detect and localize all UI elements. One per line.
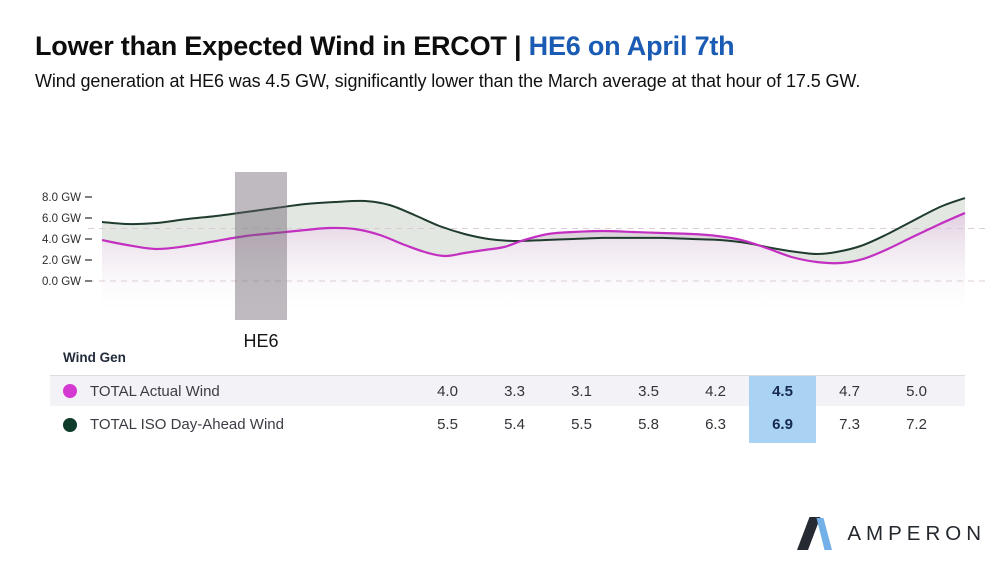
table-cell: 7.3 [839,416,860,433]
table-header: Wind Gen [50,345,965,376]
row-padding [950,376,965,406]
table-cell: 3.5 [638,382,659,400]
table-cell: 5.5 [571,416,592,433]
y-axis: 8.0 GW 6.0 GW 4.0 GW 2.0 GW 0.0 GW [42,192,92,288]
wind-gen-table: Wind Gen TOTAL Actual Wind 4.0 3.3 3.1 3… [50,345,965,443]
header: Lower than Expected Wind in ERCOT | HE6 … [35,30,860,92]
table-cell: 4.0 [437,382,458,400]
y-axis-label: 2.0 GW [42,255,81,267]
y-axis-label: 6.0 GW [42,213,81,225]
amperon-logo-icon [797,517,833,550]
table-cell: 5.0 [906,382,927,400]
table-row-actual-wind[interactable]: TOTAL Actual Wind 4.0 3.3 3.1 3.5 4.2 4.… [50,376,965,406]
row-label: TOTAL Actual Wind [90,382,220,400]
table-cell: 6.3 [705,416,726,433]
table-cell: 3.3 [504,382,525,400]
page-title: Lower than Expected Wind in ERCOT | HE6 … [35,30,860,62]
actual-wind-legend-dot [63,384,77,398]
table-cell: 7.2 [906,416,927,433]
he6-band-label: HE6 [243,331,278,351]
he6-highlight-band[interactable] [235,172,287,320]
subtitle: Wind generation at HE6 was 4.5 GW, signi… [35,71,861,91]
title-main: Lower than Expected Wind in ERCOT | [35,31,529,61]
title-highlight: HE6 on April 7th [528,31,735,61]
amperon-logo-text: AMPERON [847,521,986,545]
y-axis-label: 4.0 GW [42,234,81,246]
area-under-actual-wind [102,213,965,316]
amperon-logo: AMPERON [797,517,986,550]
table-cell: 5.4 [504,416,525,433]
iso-day-ahead-wind-line [101,197,966,256]
y-axis-label: 8.0 GW [42,192,81,204]
row-label: TOTAL ISO Day-Ahead Wind [90,416,284,433]
actual-wind-line [101,211,966,265]
table-cell: 4.2 [705,382,726,400]
row-padding [950,406,965,443]
area-between-series [102,198,965,264]
table-cell: 4.7 [839,382,860,400]
table-cell-highlighted-he6: 4.5 [749,376,816,406]
table-cell: 3.1 [571,382,592,400]
table-row-iso-day-ahead-wind[interactable]: TOTAL ISO Day-Ahead Wind 5.5 5.4 5.5 5.8… [50,406,965,443]
table-cell-highlighted-he6: 6.9 [749,406,816,443]
table-cell: 5.5 [437,416,458,433]
y-axis-label: 0.0 GW [42,276,81,288]
iso-day-ahead-legend-dot [63,417,77,432]
dashed-gridlines [88,228,988,282]
table-cell: 5.8 [638,416,659,433]
